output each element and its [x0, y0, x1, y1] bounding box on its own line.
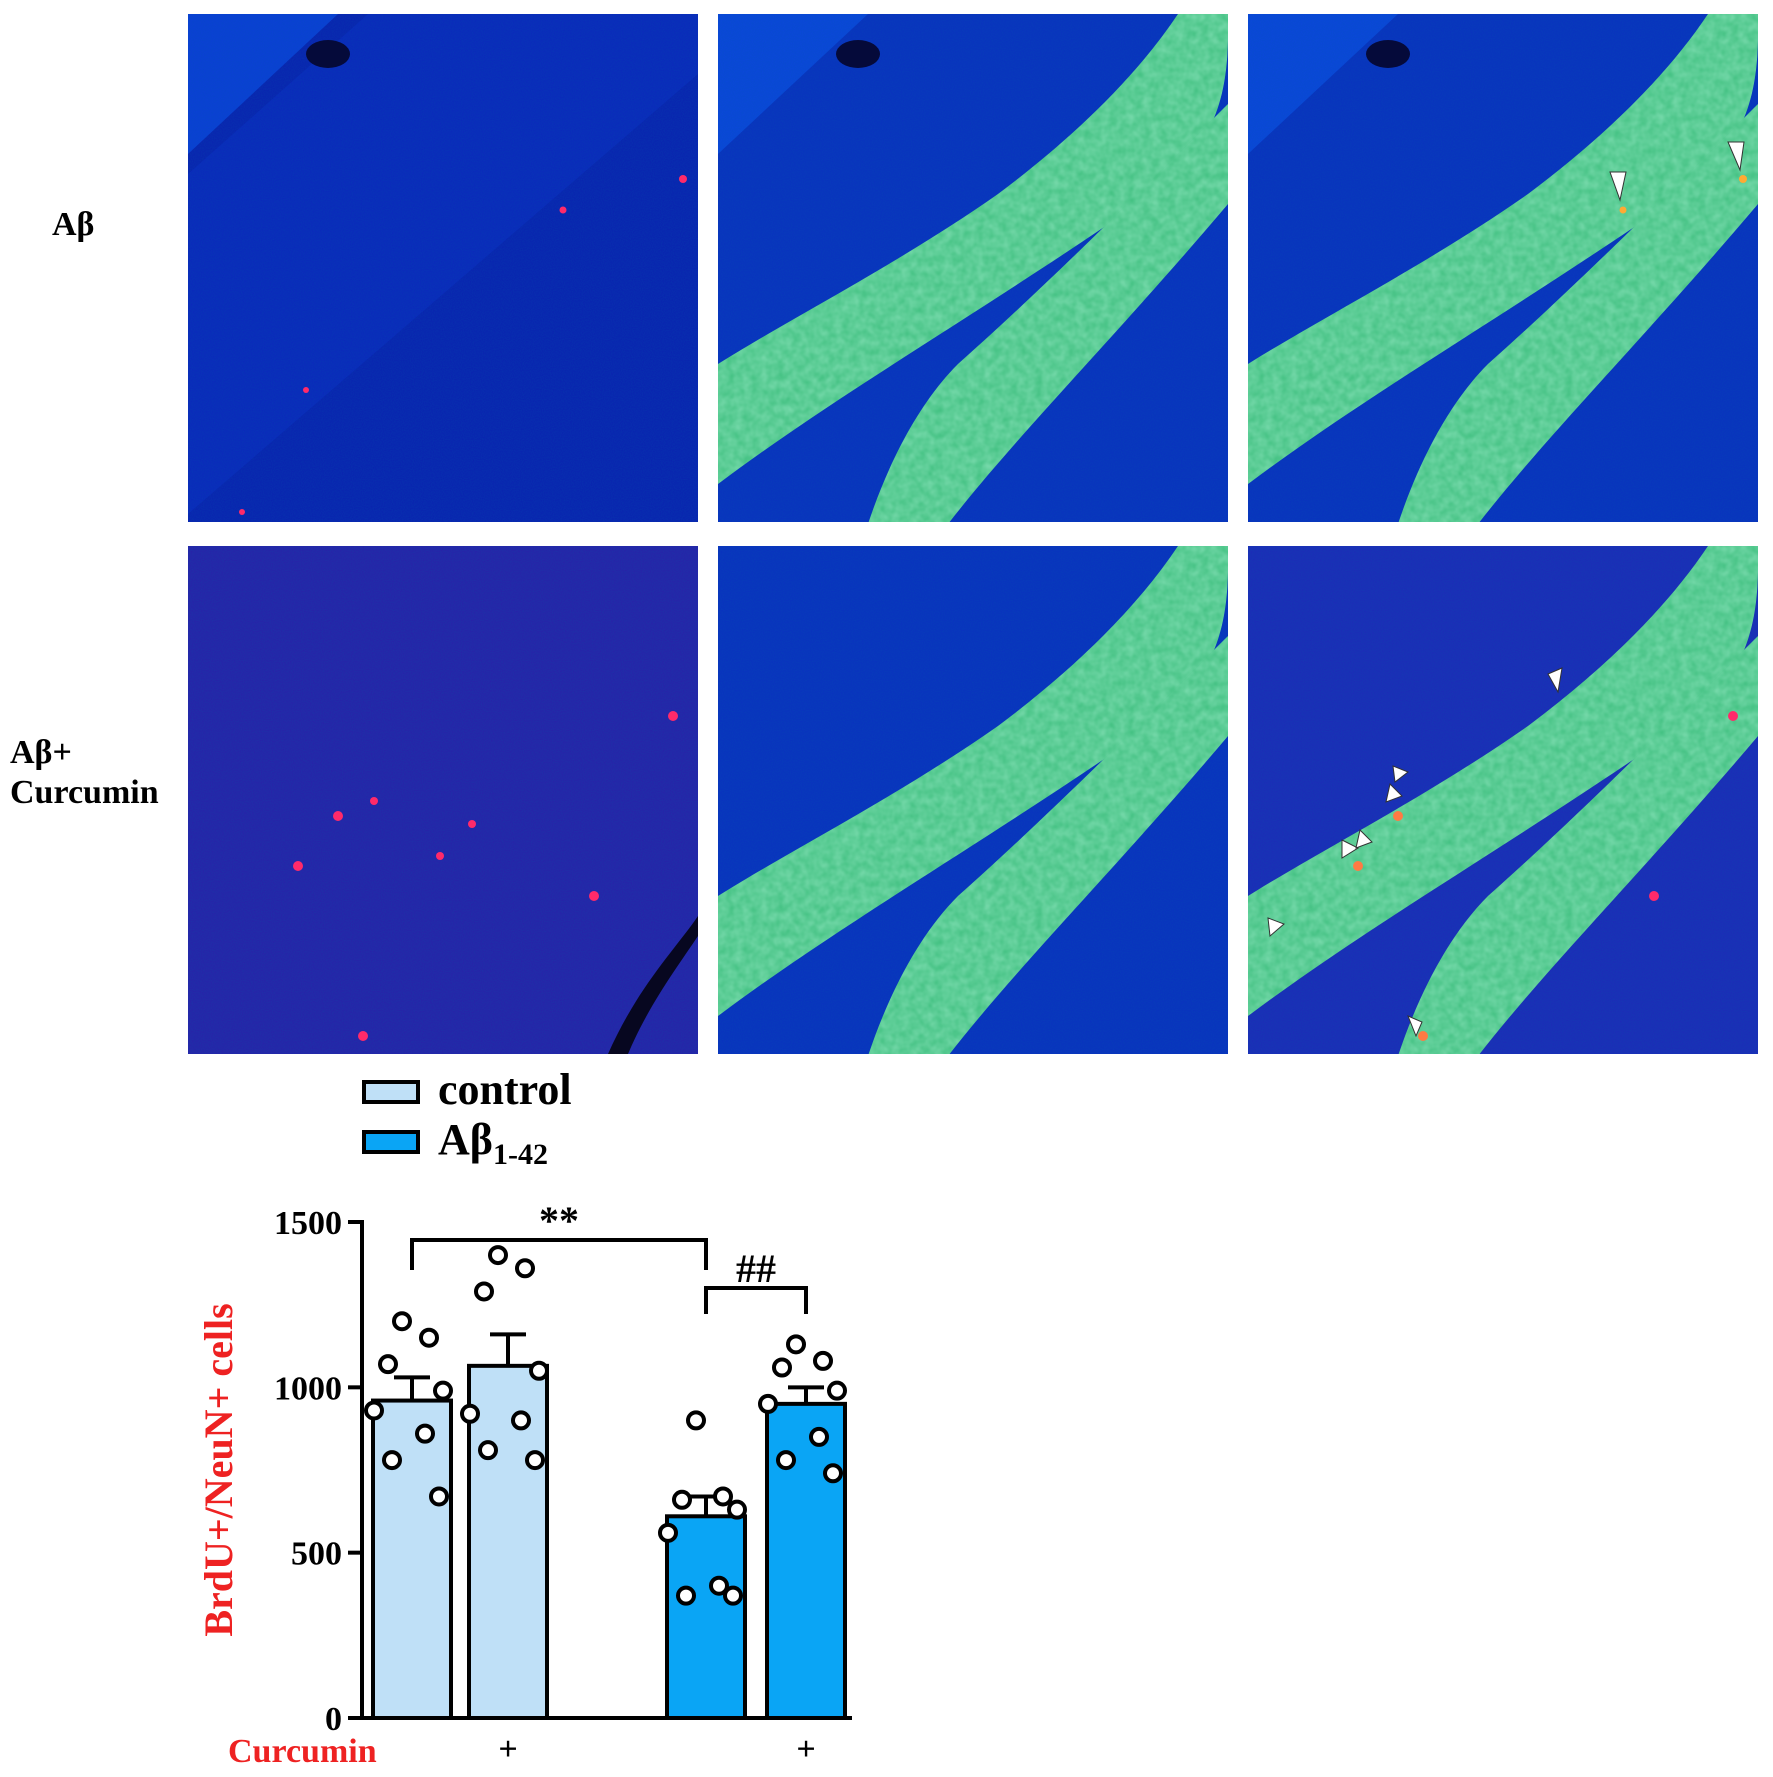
micrograph-abeta-curcumin-merge — [1248, 546, 1758, 1054]
bar — [665, 1514, 747, 1720]
data-point — [392, 1311, 412, 1332]
data-point — [672, 1489, 692, 1510]
legend-swatch-abeta — [362, 1130, 420, 1154]
legend-label-abeta-main: Aβ — [438, 1115, 493, 1164]
data-point — [433, 1380, 453, 1401]
data-point — [772, 1357, 792, 1378]
white-arrowhead-icon — [1609, 171, 1627, 202]
data-point — [827, 1380, 847, 1401]
white-arrowhead-icon — [1392, 765, 1410, 783]
row-label-line2: Curcumin — [10, 774, 159, 811]
micrograph-abeta-curcumin-brdu — [188, 546, 698, 1054]
row-label-line1: Aβ+ — [10, 734, 72, 771]
white-arrowhead-icon — [1407, 1015, 1423, 1038]
bar — [765, 1401, 847, 1720]
data-point — [382, 1450, 402, 1471]
data-point — [809, 1426, 829, 1447]
row-label-abeta-curcumin: Aβ+ Curcumin — [10, 733, 159, 813]
data-point — [364, 1400, 384, 1421]
data-point — [758, 1393, 778, 1414]
micrograph-abeta-neun — [718, 14, 1228, 522]
white-arrowhead-icon — [1547, 667, 1563, 694]
bar — [467, 1363, 549, 1720]
x-row-mark: + — [796, 1731, 815, 1768]
data-point — [478, 1440, 498, 1461]
white-arrowhead-icon — [1267, 917, 1285, 937]
white-arrowhead-icon — [1355, 829, 1373, 849]
data-point — [823, 1463, 843, 1484]
data-point — [529, 1360, 549, 1381]
white-arrowhead-icon — [1727, 141, 1745, 172]
data-point — [776, 1450, 796, 1471]
data-point — [786, 1334, 806, 1355]
data-point — [460, 1403, 480, 1424]
data-point — [723, 1585, 743, 1606]
data-point — [515, 1258, 535, 1279]
significance-bracket — [410, 1238, 708, 1270]
data-point — [511, 1410, 531, 1431]
row-label-abeta: Aβ — [52, 206, 95, 243]
data-point — [474, 1281, 494, 1302]
y-tick-label: 1500 — [274, 1205, 342, 1242]
data-point — [429, 1486, 449, 1507]
legend-swatch-control — [362, 1080, 420, 1104]
data-point — [525, 1450, 545, 1471]
x-row-mark: + — [498, 1731, 517, 1768]
data-point — [488, 1245, 508, 1266]
data-point — [378, 1354, 398, 1375]
data-point — [415, 1423, 435, 1444]
x-row-label: Curcumin — [228, 1733, 377, 1770]
white-arrowhead-icon — [1341, 839, 1360, 859]
data-point — [676, 1585, 696, 1606]
data-point — [727, 1499, 747, 1520]
legend-label-abeta: Aβ1-42 — [438, 1115, 548, 1172]
significance-label: ** — [539, 1198, 579, 1243]
white-arrowhead-icon — [1385, 783, 1403, 803]
data-point — [713, 1486, 733, 1507]
data-point — [658, 1522, 678, 1543]
micrograph-abeta-merge — [1248, 14, 1758, 522]
y-tick-label: 1000 — [274, 1370, 342, 1407]
micrograph-abeta-brdu — [188, 14, 698, 522]
data-point — [686, 1410, 706, 1431]
micrograph-abeta-curcumin-neun — [718, 546, 1228, 1054]
legend-label-control: control — [438, 1065, 572, 1114]
bar — [371, 1398, 453, 1720]
data-point — [419, 1327, 439, 1348]
significance-label: ## — [736, 1246, 776, 1291]
y-tick-label: 0 — [325, 1701, 342, 1738]
y-axis-label: BrdU+/NeuN+ cells — [196, 1303, 241, 1636]
y-tick-label: 500 — [291, 1536, 342, 1573]
data-point — [709, 1575, 729, 1596]
significance-bracket — [704, 1286, 808, 1314]
legend-label-abeta-sub: 1-42 — [492, 1138, 548, 1171]
data-point — [813, 1350, 833, 1371]
bar-chart: 0 500 1000 1500 BrdU+/NeuN+ cells + + Curcumin *… — [196, 1198, 852, 1770]
